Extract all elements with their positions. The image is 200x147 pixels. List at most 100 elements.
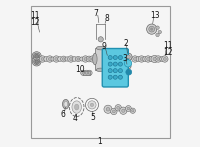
Circle shape — [108, 69, 112, 73]
Text: 12: 12 — [163, 48, 172, 57]
Circle shape — [61, 56, 66, 62]
Circle shape — [68, 56, 74, 62]
Ellipse shape — [93, 53, 97, 65]
Circle shape — [132, 56, 138, 62]
Circle shape — [82, 56, 89, 62]
Ellipse shape — [104, 53, 109, 65]
Circle shape — [160, 57, 164, 61]
Text: 13: 13 — [150, 11, 159, 20]
Text: 9: 9 — [101, 42, 106, 51]
Circle shape — [140, 58, 143, 60]
Circle shape — [87, 70, 92, 75]
Circle shape — [156, 33, 159, 37]
Circle shape — [113, 69, 117, 73]
Circle shape — [84, 58, 87, 60]
Circle shape — [127, 55, 130, 59]
Circle shape — [44, 57, 48, 61]
Circle shape — [106, 57, 110, 61]
Circle shape — [155, 56, 161, 62]
Circle shape — [112, 110, 115, 113]
Circle shape — [55, 58, 58, 60]
Circle shape — [35, 55, 39, 58]
Circle shape — [113, 62, 117, 66]
Circle shape — [126, 64, 131, 69]
Circle shape — [149, 56, 154, 62]
Circle shape — [118, 62, 122, 66]
Ellipse shape — [75, 104, 79, 110]
Circle shape — [163, 58, 166, 60]
Circle shape — [32, 52, 41, 61]
Circle shape — [81, 70, 86, 75]
Text: 12: 12 — [30, 18, 40, 27]
Circle shape — [127, 107, 130, 110]
Ellipse shape — [96, 68, 105, 72]
Circle shape — [88, 58, 90, 60]
Circle shape — [149, 26, 155, 32]
Circle shape — [108, 56, 112, 60]
Circle shape — [120, 107, 127, 114]
Text: 6: 6 — [60, 110, 65, 119]
Circle shape — [153, 57, 156, 61]
Circle shape — [132, 110, 134, 112]
Circle shape — [106, 107, 110, 111]
Circle shape — [82, 72, 85, 74]
FancyBboxPatch shape — [102, 49, 128, 87]
Circle shape — [126, 69, 132, 75]
Circle shape — [122, 109, 125, 112]
Circle shape — [84, 70, 89, 75]
Ellipse shape — [96, 46, 105, 50]
Circle shape — [118, 56, 122, 60]
Circle shape — [143, 57, 147, 61]
Circle shape — [151, 28, 153, 30]
Circle shape — [91, 58, 94, 60]
Circle shape — [88, 72, 91, 74]
Circle shape — [80, 57, 84, 61]
Circle shape — [136, 57, 140, 61]
Circle shape — [118, 69, 122, 73]
Text: 5: 5 — [91, 113, 95, 122]
Circle shape — [145, 56, 151, 62]
Circle shape — [111, 108, 117, 115]
Text: 11: 11 — [30, 11, 40, 20]
Circle shape — [88, 101, 96, 109]
Circle shape — [125, 106, 131, 111]
Ellipse shape — [72, 101, 81, 113]
Bar — [95, 48, 107, 70]
Circle shape — [104, 105, 112, 113]
Text: 11: 11 — [163, 41, 172, 50]
Circle shape — [86, 56, 92, 62]
Bar — [83, 71, 90, 75]
Circle shape — [117, 106, 120, 109]
Circle shape — [147, 24, 157, 34]
Ellipse shape — [62, 99, 69, 109]
Circle shape — [125, 53, 132, 60]
Text: 1: 1 — [98, 137, 102, 146]
Circle shape — [151, 55, 158, 63]
Circle shape — [32, 57, 41, 66]
Ellipse shape — [64, 101, 68, 107]
Text: 10: 10 — [75, 65, 84, 74]
Text: 4: 4 — [73, 114, 78, 123]
Text: 3: 3 — [122, 54, 127, 63]
Circle shape — [98, 37, 103, 42]
Circle shape — [35, 60, 38, 63]
Circle shape — [138, 56, 145, 62]
Text: 8: 8 — [104, 14, 109, 23]
Circle shape — [118, 75, 122, 79]
Circle shape — [115, 105, 121, 111]
Circle shape — [147, 58, 150, 60]
Circle shape — [76, 56, 81, 62]
Circle shape — [85, 72, 88, 74]
Circle shape — [72, 57, 77, 61]
Circle shape — [58, 57, 62, 61]
Circle shape — [108, 62, 112, 66]
Circle shape — [130, 108, 135, 113]
Circle shape — [53, 56, 60, 62]
Circle shape — [108, 75, 112, 79]
Circle shape — [39, 56, 46, 62]
Circle shape — [90, 103, 94, 107]
Circle shape — [51, 57, 55, 61]
Circle shape — [33, 53, 40, 60]
Circle shape — [34, 59, 40, 65]
Circle shape — [124, 60, 132, 67]
